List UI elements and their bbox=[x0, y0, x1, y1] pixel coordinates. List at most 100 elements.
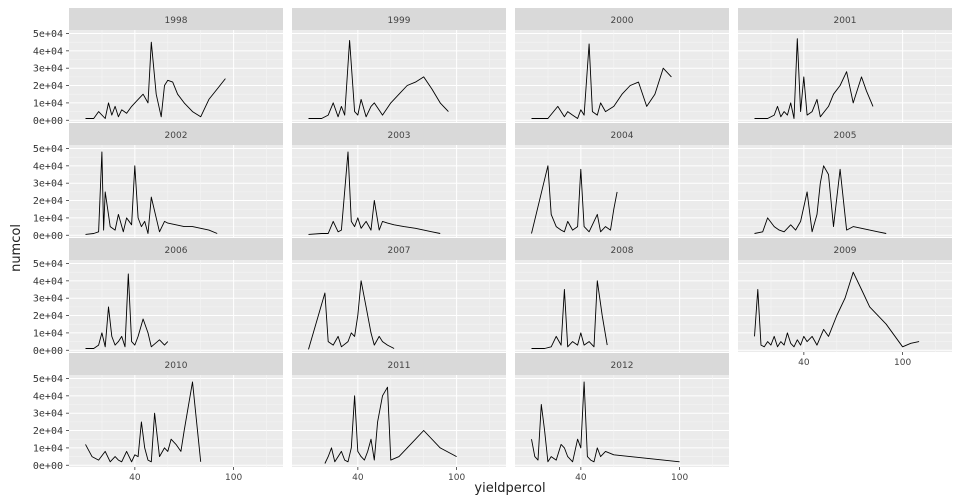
facet-strip bbox=[515, 8, 729, 30]
facet-strip bbox=[515, 123, 729, 145]
y-tick-label: 2e+04 bbox=[33, 426, 63, 437]
panel-background bbox=[69, 375, 283, 467]
facet-strip-label: 2004 bbox=[611, 131, 634, 141]
panel-background bbox=[738, 260, 952, 352]
facet-panel: 2004 bbox=[515, 123, 729, 237]
facet-strip-label: 1998 bbox=[165, 16, 188, 26]
panel-background bbox=[69, 145, 283, 237]
facet-strip bbox=[738, 8, 952, 30]
y-tick-label: 0e+00 bbox=[33, 231, 63, 242]
facet-strip bbox=[292, 353, 506, 375]
panel-background bbox=[515, 260, 729, 352]
x-tick-label: 40 bbox=[798, 358, 810, 368]
facet-panel: 2001 bbox=[738, 8, 952, 122]
y-tick-label: 5e+04 bbox=[33, 144, 63, 155]
y-tick-label: 5e+04 bbox=[33, 259, 63, 270]
y-tick-label: 4e+04 bbox=[33, 391, 63, 402]
panel-background bbox=[738, 145, 952, 237]
series-line bbox=[754, 38, 874, 119]
x-tick-label: 40 bbox=[352, 473, 364, 483]
y-tick-label: 0e+00 bbox=[33, 461, 63, 472]
x-tick-label: 40 bbox=[129, 473, 141, 483]
y-tick-label: 0e+00 bbox=[33, 346, 63, 357]
y-tick-label: 3e+04 bbox=[33, 294, 63, 305]
series-line bbox=[308, 39, 449, 119]
series-line bbox=[85, 273, 169, 349]
facet-strip bbox=[738, 123, 952, 145]
y-tick-label: 2e+04 bbox=[33, 196, 63, 207]
facet-strip-label: 2003 bbox=[388, 131, 411, 141]
facet-strip-label: 2007 bbox=[388, 246, 411, 256]
series-line bbox=[308, 151, 441, 235]
facet-panel: 2012 40 100 bbox=[515, 353, 729, 483]
series-line bbox=[85, 381, 202, 463]
facet-strip bbox=[515, 353, 729, 375]
panel-background bbox=[515, 145, 729, 237]
facet-panel: 2007 bbox=[292, 238, 506, 352]
facet-panel: 2006 0e+00 1e+04 2e+04 3e+04 4e+04 5e+04 bbox=[33, 238, 283, 357]
facet-panel: 2005 bbox=[738, 123, 952, 237]
series-line bbox=[754, 271, 920, 348]
x-tick-label: 100 bbox=[225, 473, 242, 483]
panel-background bbox=[292, 375, 506, 467]
facet-strip-label: 2001 bbox=[834, 16, 857, 26]
facet-strip bbox=[292, 123, 506, 145]
series-line bbox=[531, 43, 672, 119]
facet-panel: 2010 0e+00 1e+04 2e+04 3e+04 4e+04 5e+04 40 100 bbox=[33, 353, 283, 483]
facet-panel: 2000 bbox=[515, 8, 729, 122]
facet-panel: 2002 0e+00 1e+04 2e+04 3e+04 4e+04 5e+04 bbox=[33, 123, 283, 242]
y-tick-label: 3e+04 bbox=[33, 64, 63, 75]
x-tick-label: 100 bbox=[894, 358, 911, 368]
series-line bbox=[308, 280, 395, 350]
facet-grid: 1998 0e+00 1e+04 2e+04 3e+04 4e+04 5e+04 1999 20… bbox=[33, 8, 952, 483]
y-tick-label: 2e+04 bbox=[33, 311, 63, 322]
facet-panel: 1998 0e+00 1e+04 2e+04 3e+04 4e+04 5e+04 bbox=[33, 8, 283, 127]
series-line bbox=[531, 165, 618, 234]
panel-background bbox=[292, 30, 506, 122]
panel-background bbox=[69, 260, 283, 352]
y-tick-label: 5e+04 bbox=[33, 374, 63, 385]
facet-strip-label: 2011 bbox=[388, 361, 411, 371]
facet-strip bbox=[292, 8, 506, 30]
x-tick-label: 40 bbox=[575, 473, 587, 483]
facet-strip bbox=[69, 353, 283, 375]
facet-strip bbox=[292, 238, 506, 260]
facet-panel: 2011 40 100 bbox=[292, 353, 506, 483]
panel-background bbox=[292, 260, 506, 352]
facet-panel: 2009 40 100 bbox=[738, 238, 952, 368]
y-tick-label: 5e+04 bbox=[33, 29, 63, 40]
facet-strip-label: 2010 bbox=[165, 361, 188, 371]
facet-strip-label: 2008 bbox=[611, 246, 634, 256]
y-tick-label: 4e+04 bbox=[33, 276, 63, 287]
series-line bbox=[531, 381, 680, 463]
panel-background bbox=[515, 375, 729, 467]
series-line bbox=[531, 280, 608, 349]
facet-panel: 2003 bbox=[292, 123, 506, 237]
y-tick-label: 0e+00 bbox=[33, 116, 63, 127]
series-line bbox=[324, 386, 457, 464]
facet-strip bbox=[69, 238, 283, 260]
panel-background bbox=[69, 30, 283, 122]
y-tick-label: 1e+04 bbox=[33, 443, 63, 454]
y-tick-label: 3e+04 bbox=[33, 409, 63, 420]
facet-strip-label: 2000 bbox=[611, 16, 634, 26]
y-tick-label: 3e+04 bbox=[33, 179, 63, 190]
series-line bbox=[85, 151, 218, 235]
facet-strip bbox=[69, 8, 283, 30]
y-tick-label: 2e+04 bbox=[33, 81, 63, 92]
x-axis-title: yieldpercol bbox=[474, 481, 545, 496]
series-line bbox=[754, 165, 887, 234]
facet-strip-label: 2009 bbox=[834, 246, 857, 256]
y-tick-label: 1e+04 bbox=[33, 328, 63, 339]
panel-background bbox=[292, 145, 506, 237]
facet-strip-label: 2012 bbox=[611, 361, 634, 371]
series-line bbox=[85, 41, 226, 119]
facet-strip-label: 2006 bbox=[165, 246, 188, 256]
panel-background bbox=[515, 30, 729, 122]
facet-strip-label: 2002 bbox=[165, 131, 188, 141]
facet-strip bbox=[69, 123, 283, 145]
facet-panel: 1999 bbox=[292, 8, 506, 122]
facet-panel: 2008 bbox=[515, 238, 729, 352]
y-tick-label: 4e+04 bbox=[33, 161, 63, 172]
facet-strip bbox=[515, 238, 729, 260]
